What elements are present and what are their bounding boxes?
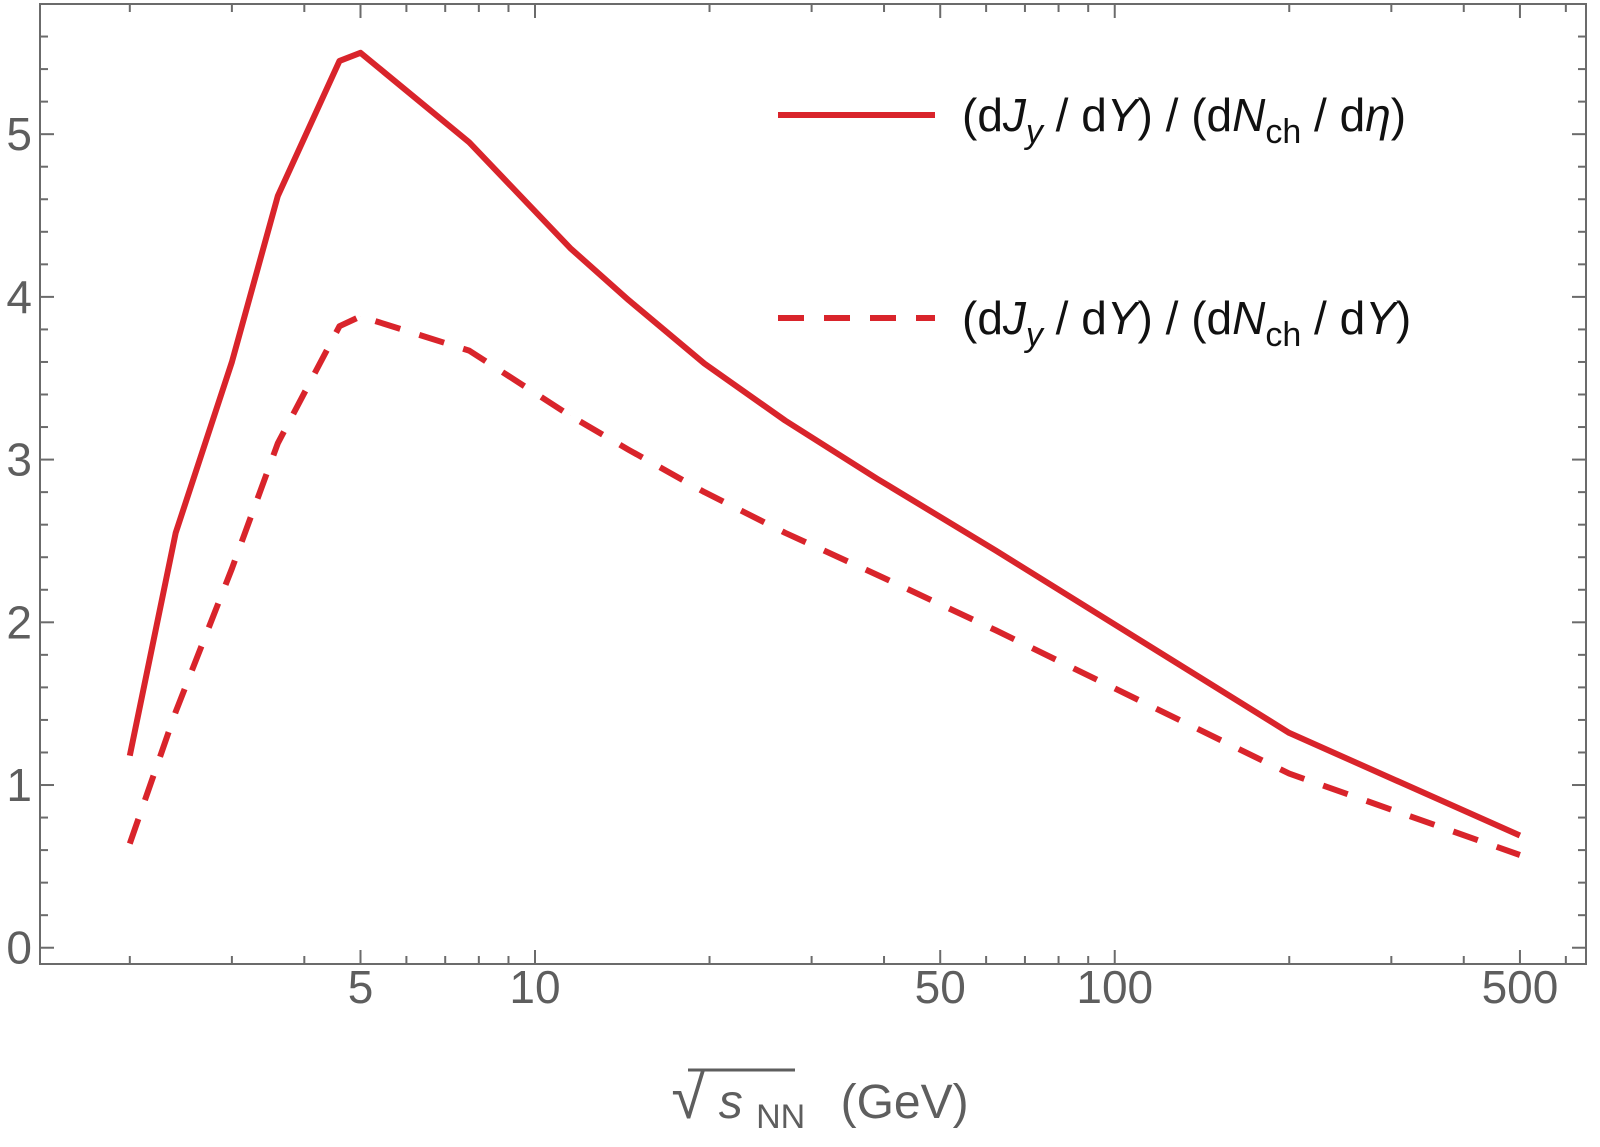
x-tick-label: 5 — [348, 961, 374, 1013]
legend-label-part: N — [1232, 292, 1266, 344]
plot-frame — [39, 3, 1587, 965]
legend-label-part: ) — [1391, 89, 1406, 141]
series-line-solid — [126, 49, 1522, 839]
legend-label-part: (d — [962, 89, 1003, 141]
x-tick-label: 100 — [1076, 961, 1153, 1013]
y-tick-label: 5 — [6, 108, 32, 160]
x-axis-title: √ s NN (GeV) — [671, 1063, 968, 1139]
legend-label-part: ch — [1265, 113, 1301, 151]
x-axis-unit: (GeV) — [841, 1076, 969, 1129]
y-tick-label: 0 — [6, 922, 32, 974]
legend-label-part: / d — [1043, 292, 1107, 344]
legend-label-part: ) — [1396, 292, 1411, 344]
legend-label-part: Y — [1365, 292, 1399, 344]
axis-ticks — [40, 4, 1586, 964]
legend-label: (dJy / dY) / (dNch / dY) — [962, 292, 1411, 354]
legend-label-part: ) / (d — [1138, 89, 1233, 141]
legend-label-part: η — [1365, 89, 1391, 141]
y-tick-label: 4 — [6, 271, 32, 323]
x-axis-subscript: NN — [756, 1098, 805, 1136]
x-axis-variable: s — [719, 1076, 743, 1129]
legend-label-part: ) / (d — [1138, 292, 1233, 344]
legend-label-part: (d — [962, 292, 1003, 344]
x-tick-label: 50 — [915, 961, 966, 1013]
legend-label-part: ch — [1265, 316, 1301, 354]
legend-label-part: / d — [1301, 292, 1365, 344]
legend-label-part: y — [1024, 316, 1045, 354]
y-tick-label: 3 — [6, 434, 32, 486]
tick-labels: 5 10 50 100 500 0 1 2 3 4 5 — [6, 108, 1558, 1013]
x-tick-label: 10 — [509, 961, 560, 1013]
y-tick-label: 1 — [6, 759, 32, 811]
legend-label: (dJy / dY) / (dNch / dη) — [962, 89, 1406, 151]
legend-label-part: / d — [1043, 89, 1107, 141]
legend-label-part: / d — [1301, 89, 1365, 141]
legend-label-part: Y — [1107, 292, 1141, 344]
legend-label-part: Y — [1107, 89, 1141, 141]
x-tick-label: 500 — [1482, 961, 1559, 1013]
legend-label-part: N — [1232, 89, 1266, 141]
y-tick-label: 2 — [6, 596, 32, 648]
legend: (dJy / dY) / (dNch / dη)(dJy / dY) / (dN… — [778, 89, 1411, 354]
series-layer — [126, 49, 1522, 858]
legend-label-part: y — [1024, 113, 1045, 151]
series-line-dashed — [126, 313, 1521, 858]
sqrt-sign: √ — [671, 1063, 705, 1132]
legend-label-part: J — [1002, 292, 1027, 344]
legend-label-part: J — [1002, 89, 1027, 141]
